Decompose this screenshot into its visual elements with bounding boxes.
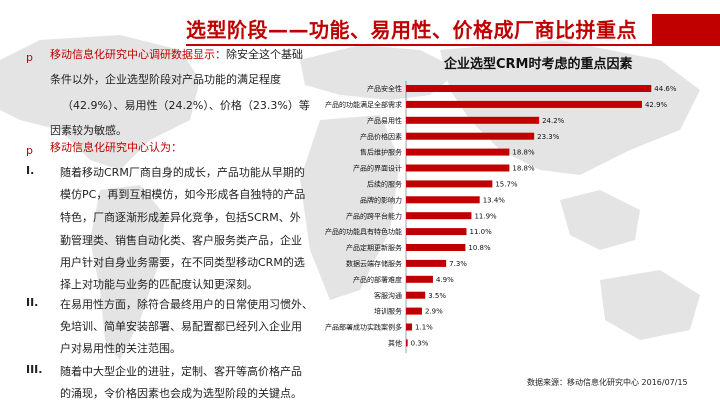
item1-line2: 模仿PC，再到互相模仿，如今形成各自独特的产品 [60, 188, 306, 201]
bar [406, 85, 652, 92]
bar [406, 339, 408, 347]
bar-value-label: 24.2% [542, 117, 565, 125]
bar [406, 148, 510, 156]
category-label: 品牌的影响力 [360, 195, 402, 204]
item2-number: II. [26, 296, 39, 309]
bullet1-line1-rest: 除安全这个基础 [226, 48, 303, 61]
bullet1-line4: 因素较为敏感。 [50, 124, 127, 137]
category-label: 产品的部署难度 [353, 275, 402, 284]
bar [406, 116, 540, 124]
bar [406, 196, 480, 204]
item3-number: III. [26, 363, 43, 376]
bar-value-label: 3.5% [428, 292, 446, 300]
bar [406, 100, 642, 108]
item2-line1: 在易用性方面，除符合最终用户的日常使用习惯外、 [60, 298, 313, 311]
item1-line3: 特色，厂商逐渐形成差异化竞争，包括SCRM、外 [60, 211, 301, 224]
category-label: 后续的服务 [367, 180, 402, 189]
factor-bar-chart: 产品安全性 44.6% 产品的功能满足全部需求 42.9% 产品易用性 24.2% 产品价格… [325, 81, 677, 354]
category-label: 数据云端存储服务 [346, 259, 402, 268]
bar [406, 244, 466, 251]
category-label: 产品易用性 [367, 116, 402, 125]
bullet2-heading: 移动信息化研究中心认为： [50, 141, 182, 154]
item1-line6: 择上对功能与业务的匹配度认知更深刻。 [60, 278, 258, 291]
bar [406, 228, 467, 236]
bar [406, 307, 422, 315]
category-label: 产品价格因素 [360, 132, 402, 141]
category-label: 产品的功能具有特色功能 [325, 227, 402, 236]
category-label: 产品的跨平台能力 [346, 211, 402, 220]
bullet1-line1: 移动信息化研究中心调研数据显示：除安全这个基础 [50, 48, 303, 61]
bullet-marker: p [26, 51, 33, 64]
bar [406, 180, 493, 188]
bar-value-label: 18.8% [512, 149, 535, 157]
category-label: 产品安全性 [367, 84, 402, 93]
bar [406, 291, 426, 299]
category-label: 客服沟通 [374, 291, 402, 300]
bar-value-label: 13.4% [483, 196, 506, 204]
bar-value-label: 11.0% [470, 228, 493, 236]
bar-value-label: 42.9% [645, 101, 668, 109]
analysis-text: p 移动信息化研究中心调研数据显示：除安全这个基础 条件以外，企业选型阶段对产品… [0, 0, 340, 405]
page-title: 选型阶段——功能、易用性、价格成厂商比拼重点 [186, 18, 637, 42]
item3-line2: 的涌现，令价格因素也会成为选型阶段的关键点。 [60, 387, 302, 400]
data-source-note: 数据来源：移动信息化研究中心 2016/07/15 [527, 378, 688, 387]
item2-line3: 户对易用性的关注范围。 [60, 342, 181, 355]
item2-line2: 免培训、简单安装部署、易配置都已经列入企业用 [60, 320, 302, 333]
bar-value-label: 23.3% [537, 133, 560, 141]
category-label: 产品的界面设计 [353, 164, 402, 173]
item1-number: I. [26, 164, 35, 177]
item1-line4: 勤管理类、销售自动化类、客户服务类产品，企业 [60, 234, 302, 247]
bar-value-label: 10.8% [468, 244, 491, 252]
category-label: 产品定期更新服务 [346, 243, 402, 252]
item1-line5: 用户针对自身业务需要，在不同类型移动CRM的选 [60, 256, 305, 269]
title-accent-bar [652, 14, 720, 44]
category-label: 产品的功能满足全部需求 [325, 100, 402, 109]
bar [406, 164, 510, 172]
bullet1-line2: 条件以外，企业选型阶段对产品功能的满足程度 [50, 73, 281, 86]
bar-value-label: 0.3% [411, 340, 429, 348]
bar-value-label: 44.6% [654, 85, 677, 93]
category-label: 售后维护服务 [360, 148, 402, 157]
category-label: 其他 [388, 339, 402, 348]
category-label: 产品部署成功实践案例多 [325, 323, 402, 332]
bar [406, 212, 472, 220]
bar-value-label: 1.1% [415, 324, 433, 332]
bar-value-label: 15.7% [495, 181, 518, 189]
bar [406, 259, 447, 267]
chart-title: 企业选型CRM时考虑的重点因素 [444, 57, 633, 72]
bullet-marker: p [26, 144, 33, 157]
bar-value-label: 11.9% [474, 212, 497, 220]
item3-line1: 随着中大型企业的进驻，定制、客开等高价格产品 [60, 365, 302, 378]
bar-value-label: 4.9% [436, 276, 454, 284]
bullet1-line3: （42.9%）、易用性（24.2%）、价格（23.3%）等 [62, 99, 310, 112]
bar [406, 323, 413, 331]
item1-line1: 随着移动CRM厂商自身的成长，产品功能从早期的 [60, 166, 305, 179]
bar [406, 132, 535, 140]
bar [406, 275, 433, 283]
bar-value-label: 7.3% [449, 260, 467, 268]
category-label: 培训服务 [374, 307, 402, 316]
bar-value-label: 18.8% [512, 165, 535, 173]
bar-value-label: 2.9% [425, 308, 443, 316]
title-underline [186, 44, 720, 46]
